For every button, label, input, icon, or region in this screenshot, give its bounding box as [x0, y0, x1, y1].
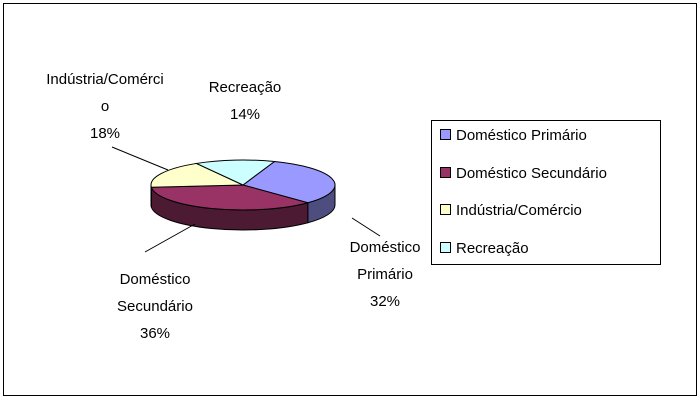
- pie-slice: [194, 159, 276, 186]
- leader-line: [144, 223, 196, 253]
- data-label-value: 14%: [229, 106, 261, 123]
- data-label-value: 18%: [89, 125, 121, 142]
- data-label-name: Doméstico Secundário: [117, 271, 193, 315]
- legend-swatch: [440, 166, 451, 178]
- leader-line: [351, 217, 381, 237]
- legend-label: Doméstico Secundário: [456, 164, 607, 182]
- legend-label: Indústria/Comércio: [456, 202, 582, 219]
- pie: [150, 159, 336, 231]
- data-label: Doméstico Secundário 36%: [95, 266, 215, 347]
- legend-item: Recreação: [440, 240, 529, 257]
- legend-swatch: [440, 204, 451, 215]
- data-label-value: 32%: [369, 293, 401, 310]
- legend-label: Recreação: [456, 239, 529, 257]
- legend: Doméstico Primário Doméstico Secundário In…: [431, 120, 661, 265]
- pie-slice: [241, 160, 336, 204]
- data-label-name: Indústria/Comércio: [46, 71, 164, 115]
- data-label: Doméstico Primário 32%: [325, 234, 445, 315]
- data-label-name: Doméstico Primário: [349, 239, 421, 283]
- data-label: Recreação 14%: [185, 74, 305, 128]
- pie-slice: [150, 162, 244, 188]
- legend-label: Doméstico Primário: [456, 127, 587, 144]
- legend-item: Doméstico Primário: [440, 127, 587, 144]
- data-label-name: Recreação: [208, 79, 282, 96]
- data-label-value: 36%: [139, 325, 171, 342]
- legend-swatch: [440, 129, 451, 140]
- legend-item: Doméstico Secundário: [440, 165, 607, 182]
- leader-line: [111, 146, 169, 171]
- legend-swatch: [440, 241, 451, 253]
- data-label: Indústria/Comércio 18%: [45, 66, 165, 147]
- pie-slice: [150, 184, 310, 211]
- legend-item: Indústria/Comércio: [440, 202, 582, 219]
